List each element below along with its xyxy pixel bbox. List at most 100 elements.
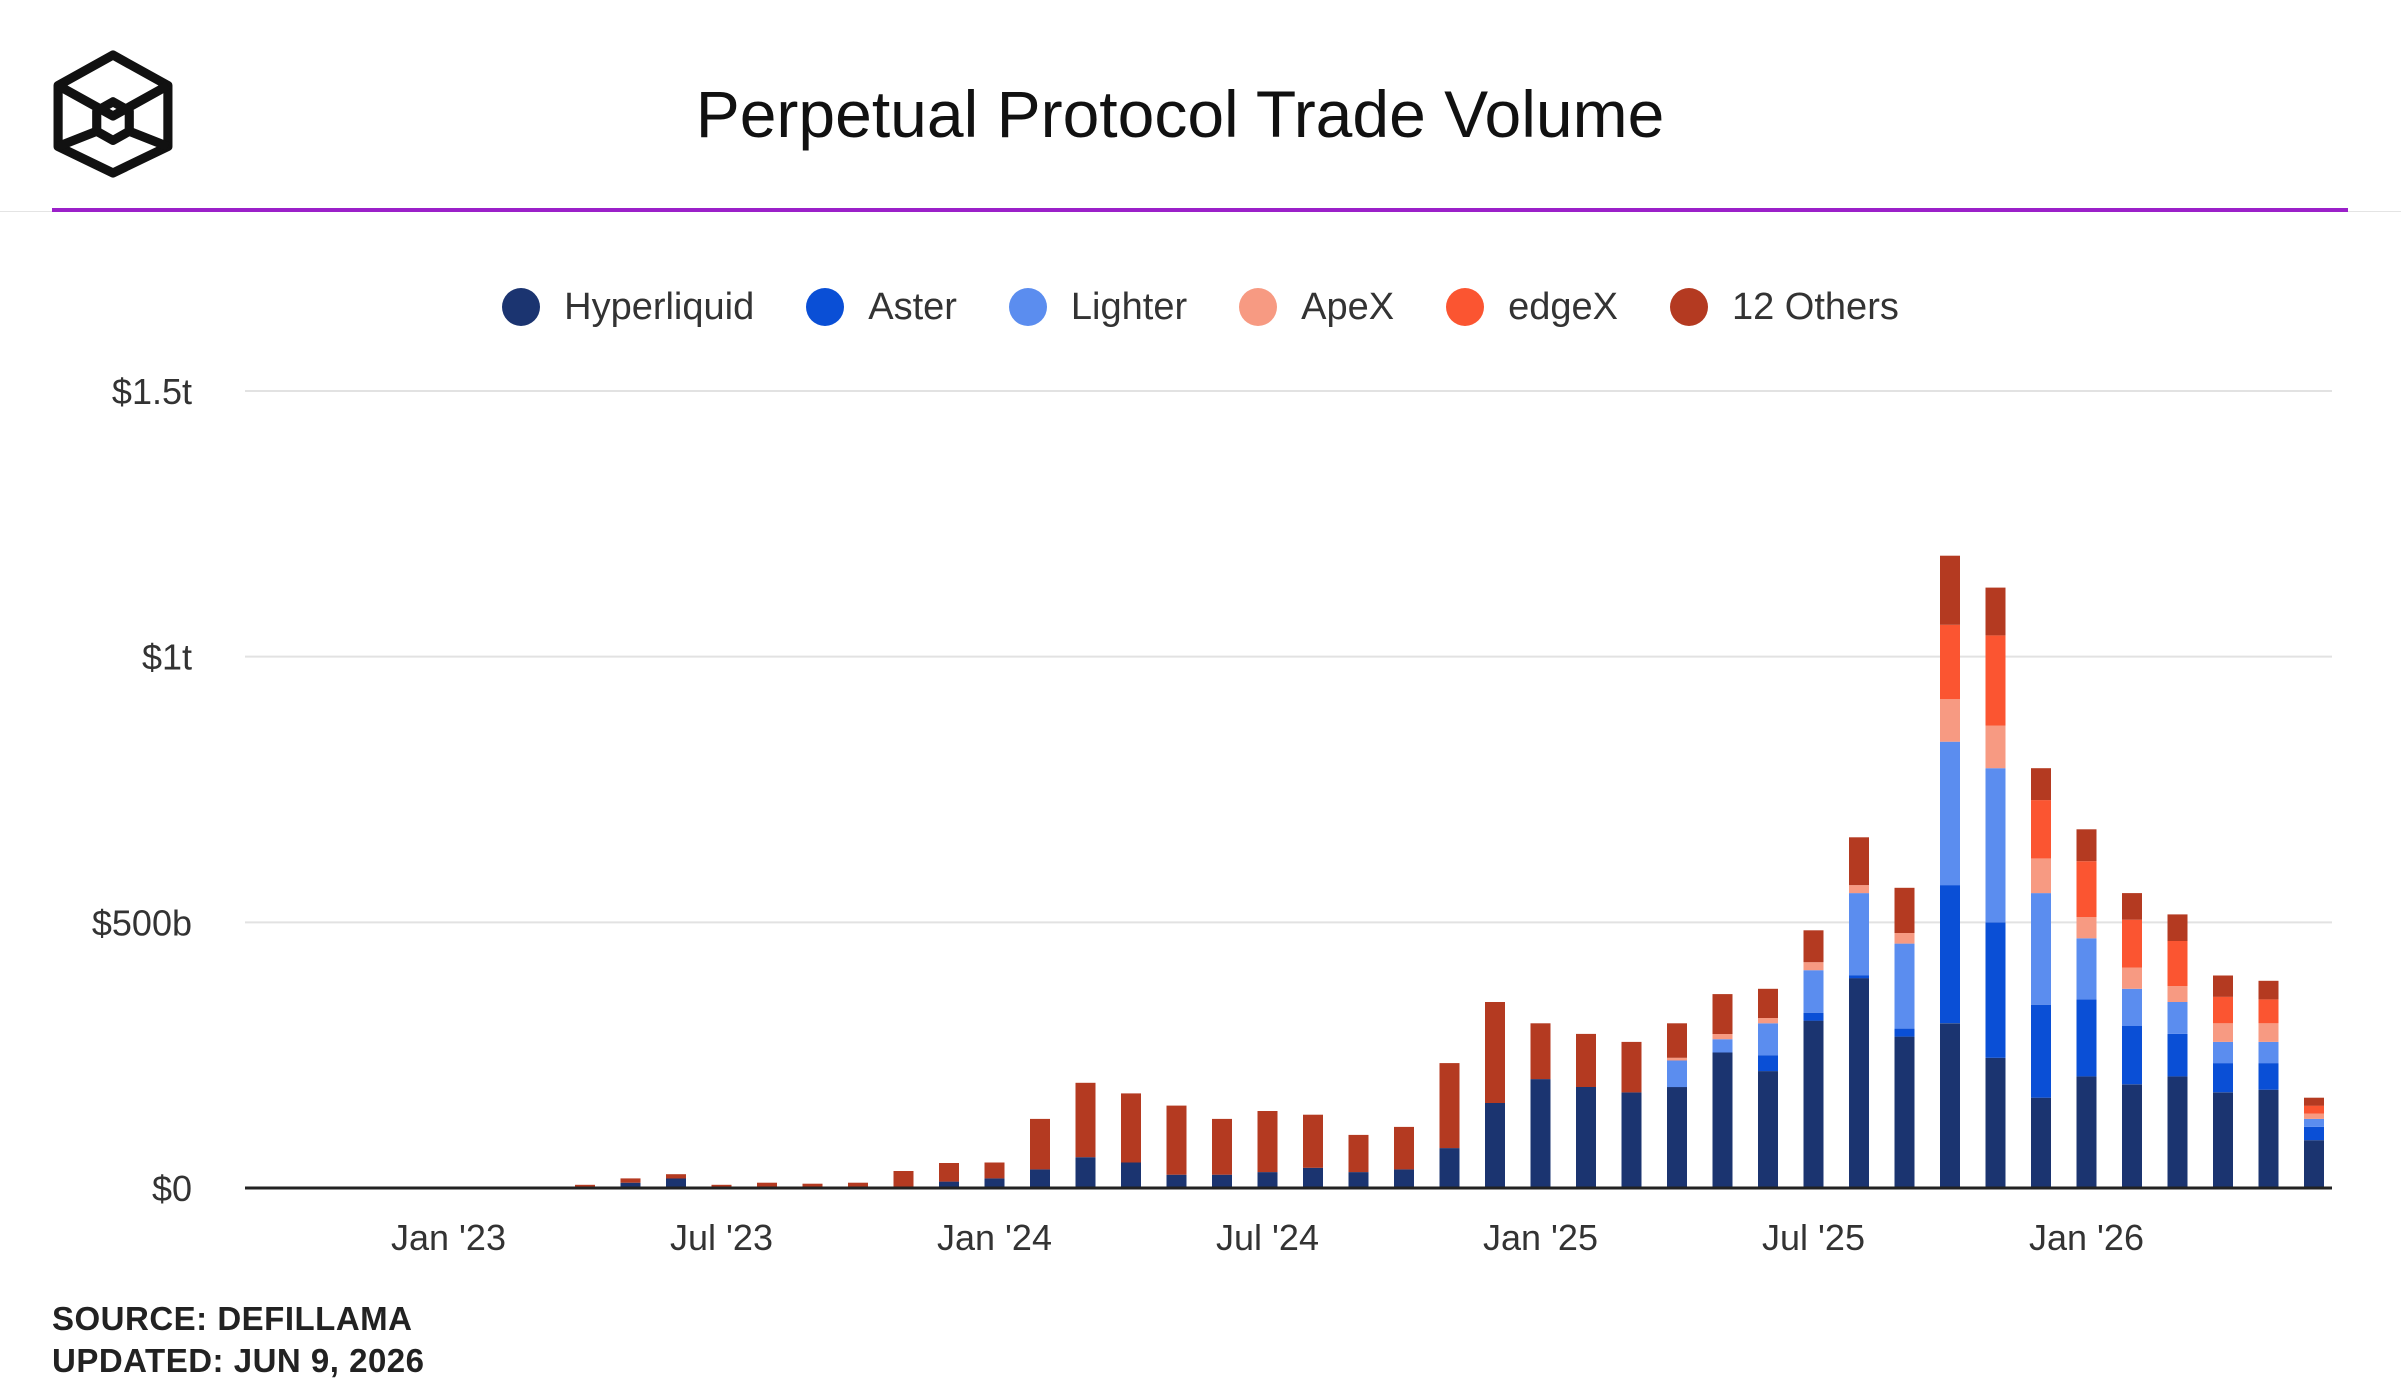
bar-segment-12-others[interactable] (802, 1183, 823, 1188)
bar-segment-12-others[interactable] (1348, 1134, 1369, 1173)
bar-segment-12-others[interactable] (893, 1171, 914, 1187)
bar-segment-lighter[interactable] (2167, 1002, 2188, 1034)
bar-segment-hyperliquid[interactable] (1940, 1023, 1960, 1188)
bar-segment-aster[interactable] (1758, 1055, 1778, 1072)
bar-segment-hyperliquid[interactable] (1439, 1148, 1460, 1188)
bar-segment-apex[interactable] (2258, 1023, 2279, 1042)
bar-segment-aster[interactable] (1940, 885, 1960, 1024)
bar-segment-12-others[interactable] (2258, 980, 2279, 1000)
bar-segment-edgex[interactable] (2076, 861, 2097, 917)
bar-segment-12-others[interactable] (939, 1163, 959, 1182)
bar-segment-hyperliquid[interactable] (984, 1178, 1005, 1188)
bar-segment-aster[interactable] (1803, 1012, 1824, 1021)
bar-segment-apex[interactable] (1712, 1033, 1733, 1040)
bar-segment-lighter[interactable] (1985, 768, 2006, 923)
bar-segment-apex[interactable] (1849, 885, 1869, 894)
bar-segment-12-others[interactable] (1485, 1002, 1505, 1103)
bar-segment-hyperliquid[interactable] (1030, 1169, 1050, 1188)
bar-segment-hyperliquid[interactable] (2213, 1092, 2233, 1188)
bar-segment-hyperliquid[interactable] (1621, 1092, 1642, 1188)
bar-segment-aster[interactable] (2213, 1063, 2233, 1093)
bar-segment-hyperliquid[interactable] (2122, 1084, 2142, 1188)
bar-segment-apex[interactable] (2167, 986, 2188, 1002)
bar-segment-lighter[interactable] (1940, 741, 1960, 886)
bar-segment-hyperliquid[interactable] (620, 1182, 641, 1188)
bar-segment-hyperliquid[interactable] (1894, 1036, 1915, 1188)
bar-segment-12-others[interactable] (711, 1184, 732, 1188)
bar-segment-hyperliquid[interactable] (2167, 1076, 2188, 1188)
bar-segment-12-others[interactable] (1712, 994, 1733, 1034)
bar-segment-apex[interactable] (2213, 1023, 2233, 1042)
bar-segment-hyperliquid[interactable] (2304, 1140, 2324, 1188)
bar-segment-12-others[interactable] (575, 1184, 595, 1188)
bar-segment-12-others[interactable] (848, 1182, 868, 1188)
bar-segment-aster[interactable] (2031, 1004, 2051, 1098)
bar-segment-12-others[interactable] (1303, 1114, 1323, 1168)
bar-segment-12-others[interactable] (2122, 893, 2142, 920)
bar-segment-edgex[interactable] (2122, 919, 2142, 968)
bar-segment-12-others[interactable] (1075, 1082, 1096, 1158)
bar-segment-hyperliquid[interactable] (1075, 1157, 1096, 1188)
bar-segment-edgex[interactable] (2167, 940, 2188, 987)
bar-segment-12-others[interactable] (666, 1174, 686, 1179)
bar-segment-hyperliquid[interactable] (1212, 1174, 1232, 1188)
bar-segment-12-others[interactable] (757, 1182, 777, 1188)
bar-segment-hyperliquid[interactable] (1985, 1057, 2006, 1188)
bar-segment-12-others[interactable] (1576, 1033, 1596, 1087)
bar-segment-apex[interactable] (1940, 699, 1960, 742)
bar-segment-12-others[interactable] (1667, 1023, 1687, 1058)
bar-segment-12-others[interactable] (2031, 768, 2051, 801)
bar-segment-12-others[interactable] (2076, 829, 2097, 862)
bar-segment-12-others[interactable] (1985, 587, 2006, 636)
bar-segment-hyperliquid[interactable] (1348, 1172, 1369, 1188)
bar-segment-12-others[interactable] (1621, 1041, 1642, 1093)
bar-segment-aster[interactable] (1985, 922, 2006, 1058)
bar-segment-hyperliquid[interactable] (1121, 1162, 1141, 1189)
bar-segment-aster[interactable] (2167, 1033, 2188, 1077)
bar-segment-lighter[interactable] (2213, 1041, 2233, 1064)
bar-segment-hyperliquid[interactable] (1303, 1167, 1323, 1188)
bar-segment-12-others[interactable] (1894, 887, 1915, 933)
bar-segment-apex[interactable] (1894, 933, 1915, 944)
legend-item[interactable]: Hyperliquid (502, 286, 754, 329)
bar-segment-hyperliquid[interactable] (2258, 1089, 2279, 1188)
bar-segment-hyperliquid[interactable] (1803, 1020, 1824, 1188)
bar-segment-12-others[interactable] (1166, 1105, 1187, 1175)
bar-segment-apex[interactable] (1803, 962, 1824, 971)
bar-segment-apex[interactable] (1985, 725, 2006, 769)
legend-item[interactable]: Aster (806, 286, 957, 329)
bar-segment-12-others[interactable] (1212, 1118, 1232, 1175)
bar-segment-12-others[interactable] (1803, 930, 1824, 963)
bar-segment-lighter[interactable] (2031, 893, 2051, 1005)
bar-segment-12-others[interactable] (1940, 555, 1960, 625)
bar-segment-12-others[interactable] (1530, 1023, 1551, 1080)
bar-segment-lighter[interactable] (1712, 1039, 1733, 1053)
bar-segment-edgex[interactable] (1985, 635, 2006, 726)
bar-segment-apex[interactable] (2076, 917, 2097, 939)
bar-segment-hyperliquid[interactable] (2031, 1097, 2051, 1188)
bar-segment-apex[interactable] (2122, 967, 2142, 989)
bar-segment-12-others[interactable] (1257, 1111, 1278, 1173)
bar-segment-hyperliquid[interactable] (1394, 1169, 1414, 1188)
bar-segment-hyperliquid[interactable] (1257, 1172, 1278, 1188)
bar-segment-hyperliquid[interactable] (1576, 1087, 1596, 1188)
legend-item[interactable]: Lighter (1008, 286, 1187, 329)
bar-segment-lighter[interactable] (1803, 970, 1824, 1013)
bar-segment-12-others[interactable] (1394, 1126, 1414, 1170)
bar-segment-aster[interactable] (2258, 1063, 2279, 1090)
bar-segment-hyperliquid[interactable] (1849, 978, 1869, 1188)
bar-segment-apex[interactable] (1667, 1057, 1687, 1061)
bar-segment-12-others[interactable] (1121, 1093, 1141, 1163)
legend-item[interactable]: edgeX (1446, 286, 1618, 329)
bar-segment-lighter[interactable] (1667, 1060, 1687, 1088)
legend-item[interactable]: ApeX (1239, 286, 1394, 329)
legend-item[interactable]: 12 Others (1669, 286, 1899, 329)
bar-segment-lighter[interactable] (1894, 943, 1915, 1029)
bar-segment-edgex[interactable] (2213, 996, 2233, 1024)
bar-segment-hyperliquid[interactable] (939, 1181, 959, 1188)
bar-segment-lighter[interactable] (2076, 938, 2097, 1000)
bar-segment-hyperliquid[interactable] (2076, 1076, 2097, 1188)
bar-segment-edgex[interactable] (2031, 800, 2051, 859)
bar-segment-aster[interactable] (2122, 1025, 2142, 1085)
bar-segment-12-others[interactable] (2213, 975, 2233, 997)
